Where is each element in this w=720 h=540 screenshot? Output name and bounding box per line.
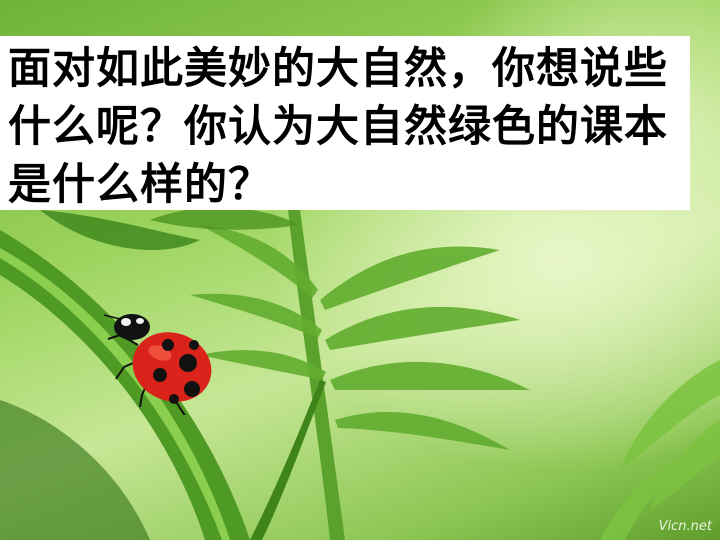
leaf: [40, 210, 200, 250]
fern-leaf: [330, 361, 530, 390]
fern-leaf: [335, 411, 510, 450]
fern-leaf: [190, 293, 322, 338]
slide-title: 面对如此美妙的大自然，你想说些什么呢？你认为大自然绿色的课本是什么样的？: [8, 44, 668, 210]
fern-leaf: [320, 246, 500, 310]
leaf: [150, 207, 300, 230]
plant-stem: [250, 380, 326, 540]
fern-leaf: [600, 455, 690, 540]
fern-leaf: [325, 306, 520, 350]
fern-leaf: [200, 350, 326, 380]
ladybug: [103, 314, 212, 415]
leaf: [0, 400, 150, 540]
watermark: Vicn.net: [658, 519, 712, 534]
fern-leaf: [620, 360, 720, 470]
fern-leaf: [200, 225, 318, 298]
fern-leaf: [650, 420, 720, 510]
title-box: 面对如此美妙的大自然，你想说些什么呢？你认为大自然绿色的课本是什么样的？: [0, 36, 690, 210]
